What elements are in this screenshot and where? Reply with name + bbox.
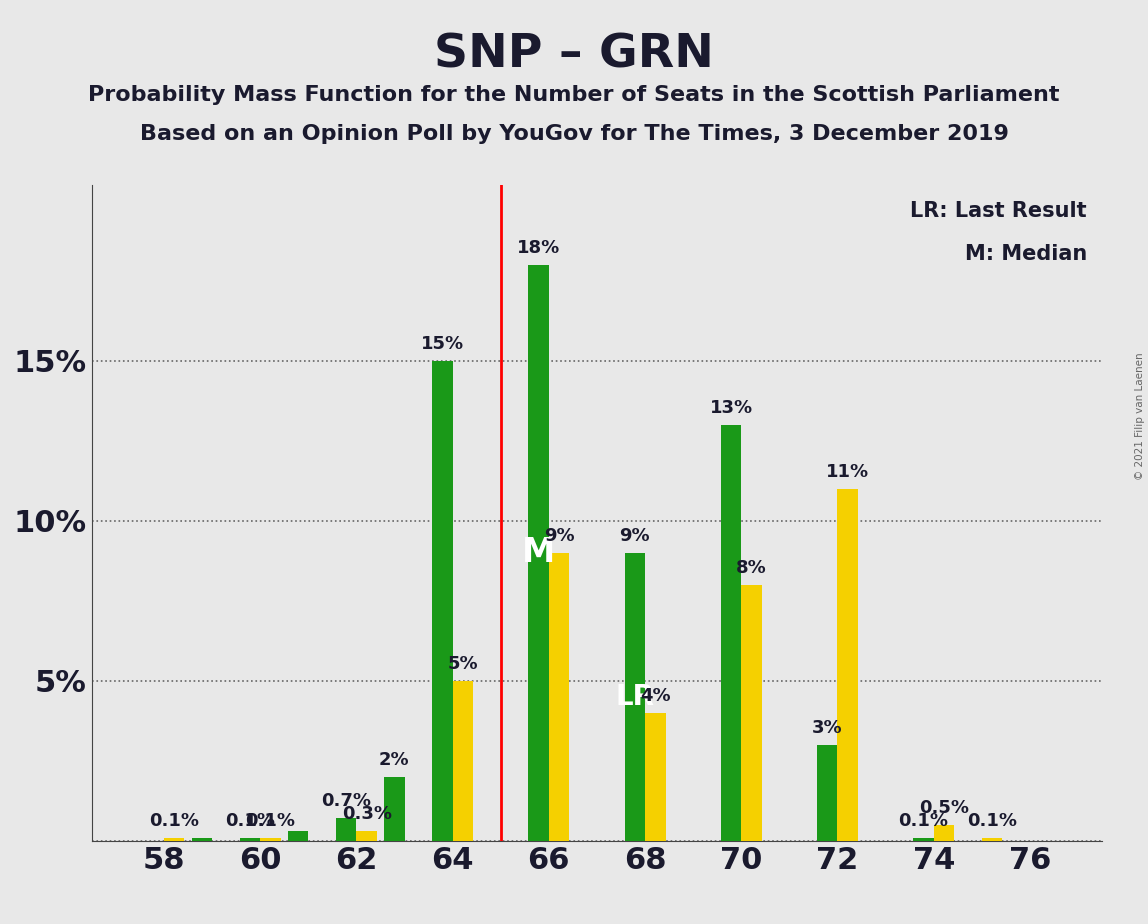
Text: 5%: 5%	[448, 655, 479, 673]
Text: 9%: 9%	[544, 527, 574, 545]
Bar	[336, 819, 356, 841]
Text: © 2021 Filip van Laenen: © 2021 Filip van Laenen	[1135, 352, 1145, 480]
Text: Based on an Opinion Poll by YouGov for The Times, 3 December 2019: Based on an Opinion Poll by YouGov for T…	[140, 124, 1008, 144]
Bar	[288, 832, 309, 841]
Text: 0.5%: 0.5%	[918, 799, 969, 817]
Text: 8%: 8%	[736, 559, 767, 577]
Text: 0.7%: 0.7%	[321, 793, 371, 810]
Text: 0.1%: 0.1%	[225, 811, 276, 830]
Text: 11%: 11%	[827, 463, 869, 480]
Bar	[240, 838, 261, 841]
Text: 0.1%: 0.1%	[899, 811, 948, 830]
Bar	[838, 489, 858, 841]
Bar	[432, 360, 452, 841]
Text: SNP – GRN: SNP – GRN	[434, 32, 714, 78]
Bar	[356, 832, 377, 841]
Bar	[385, 777, 404, 841]
Text: 0.1%: 0.1%	[246, 811, 295, 830]
Text: M: Median: M: Median	[964, 244, 1087, 264]
Text: 0.1%: 0.1%	[149, 811, 200, 830]
Bar	[452, 681, 473, 841]
Bar	[645, 712, 666, 841]
Bar	[261, 838, 280, 841]
Text: 18%: 18%	[517, 238, 560, 257]
Bar	[982, 838, 1002, 841]
Text: 2%: 2%	[379, 751, 410, 769]
Bar	[164, 838, 185, 841]
Bar	[549, 553, 569, 841]
Bar	[933, 825, 954, 841]
Text: M: M	[522, 536, 556, 569]
Bar	[742, 585, 762, 841]
Text: 0.1%: 0.1%	[967, 811, 1017, 830]
Bar	[914, 838, 933, 841]
Text: 15%: 15%	[421, 334, 464, 353]
Bar	[192, 838, 212, 841]
Text: Probability Mass Function for the Number of Seats in the Scottish Parliament: Probability Mass Function for the Number…	[88, 85, 1060, 105]
Bar	[817, 745, 838, 841]
Text: LR: LR	[615, 683, 654, 711]
Text: 3%: 3%	[812, 719, 843, 736]
Text: 0.3%: 0.3%	[342, 805, 391, 823]
Bar	[528, 265, 549, 841]
Text: LR: Last Result: LR: Last Result	[910, 201, 1087, 221]
Bar	[721, 425, 742, 841]
Bar	[625, 553, 645, 841]
Text: 4%: 4%	[639, 687, 670, 705]
Text: 9%: 9%	[620, 527, 650, 545]
Text: 13%: 13%	[709, 399, 753, 417]
